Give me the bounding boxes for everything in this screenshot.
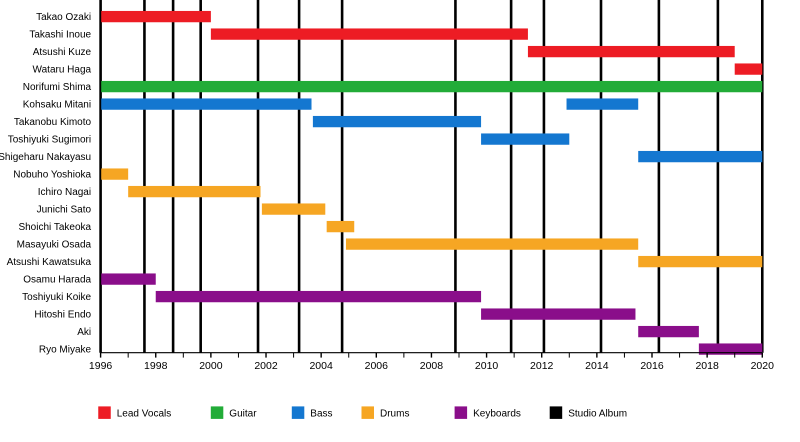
- svg-text:Takashi Inoue: Takashi Inoue: [29, 30, 91, 41]
- svg-text:Aki: Aki: [77, 327, 91, 338]
- svg-text:2018: 2018: [695, 360, 719, 372]
- svg-text:2002: 2002: [254, 360, 278, 372]
- svg-text:Osamu Harada: Osamu Harada: [23, 275, 91, 286]
- svg-text:2004: 2004: [309, 360, 333, 372]
- svg-text:Ichiro Nagai: Ichiro Nagai: [38, 187, 91, 198]
- svg-text:Wataru Haga: Wataru Haga: [33, 65, 92, 76]
- svg-text:2006: 2006: [365, 360, 389, 372]
- svg-text:2020: 2020: [751, 360, 775, 372]
- svg-text:2012: 2012: [530, 360, 554, 372]
- svg-text:Atsushi Kuze: Atsushi Kuze: [33, 47, 92, 58]
- svg-text:Studio Album: Studio Album: [568, 408, 627, 419]
- svg-text:Shoichi Takeoka: Shoichi Takeoka: [18, 222, 91, 233]
- svg-text:2014: 2014: [585, 360, 609, 372]
- svg-text:Bass: Bass: [310, 408, 332, 419]
- svg-text:Takao Ozaki: Takao Ozaki: [36, 12, 91, 23]
- svg-text:Masayuki Osada: Masayuki Osada: [17, 240, 92, 251]
- svg-text:Guitar: Guitar: [229, 408, 257, 419]
- svg-text:Kohsaku Mitani: Kohsaku Mitani: [23, 100, 91, 111]
- svg-text:Takanobu Kimoto: Takanobu Kimoto: [14, 117, 92, 128]
- svg-text:Drums: Drums: [380, 408, 409, 419]
- svg-text:Shigeharu Nakayasu: Shigeharu Nakayasu: [0, 152, 91, 163]
- svg-text:Keyboards: Keyboards: [473, 408, 521, 419]
- svg-text:Lead Vocals: Lead Vocals: [117, 408, 172, 419]
- svg-text:2016: 2016: [640, 360, 664, 372]
- svg-text:1998: 1998: [144, 360, 168, 372]
- svg-text:Junichi Sato: Junichi Sato: [37, 205, 92, 216]
- svg-text:1996: 1996: [89, 360, 113, 372]
- svg-text:Nobuho Yoshioka: Nobuho Yoshioka: [13, 170, 91, 181]
- svg-text:Toshiyuki Koike: Toshiyuki Koike: [22, 292, 91, 303]
- svg-text:2008: 2008: [420, 360, 444, 372]
- svg-text:2000: 2000: [199, 360, 223, 372]
- svg-text:Ryo Miyake: Ryo Miyake: [39, 345, 92, 356]
- svg-text:Norifumi Shima: Norifumi Shima: [23, 82, 92, 93]
- svg-text:Hitoshi Endo: Hitoshi Endo: [34, 310, 91, 321]
- svg-text:2010: 2010: [475, 360, 499, 372]
- svg-text:Atsushi Kawatsuka: Atsushi Kawatsuka: [7, 257, 92, 268]
- svg-text:Toshiyuki Sugimori: Toshiyuki Sugimori: [8, 135, 91, 146]
